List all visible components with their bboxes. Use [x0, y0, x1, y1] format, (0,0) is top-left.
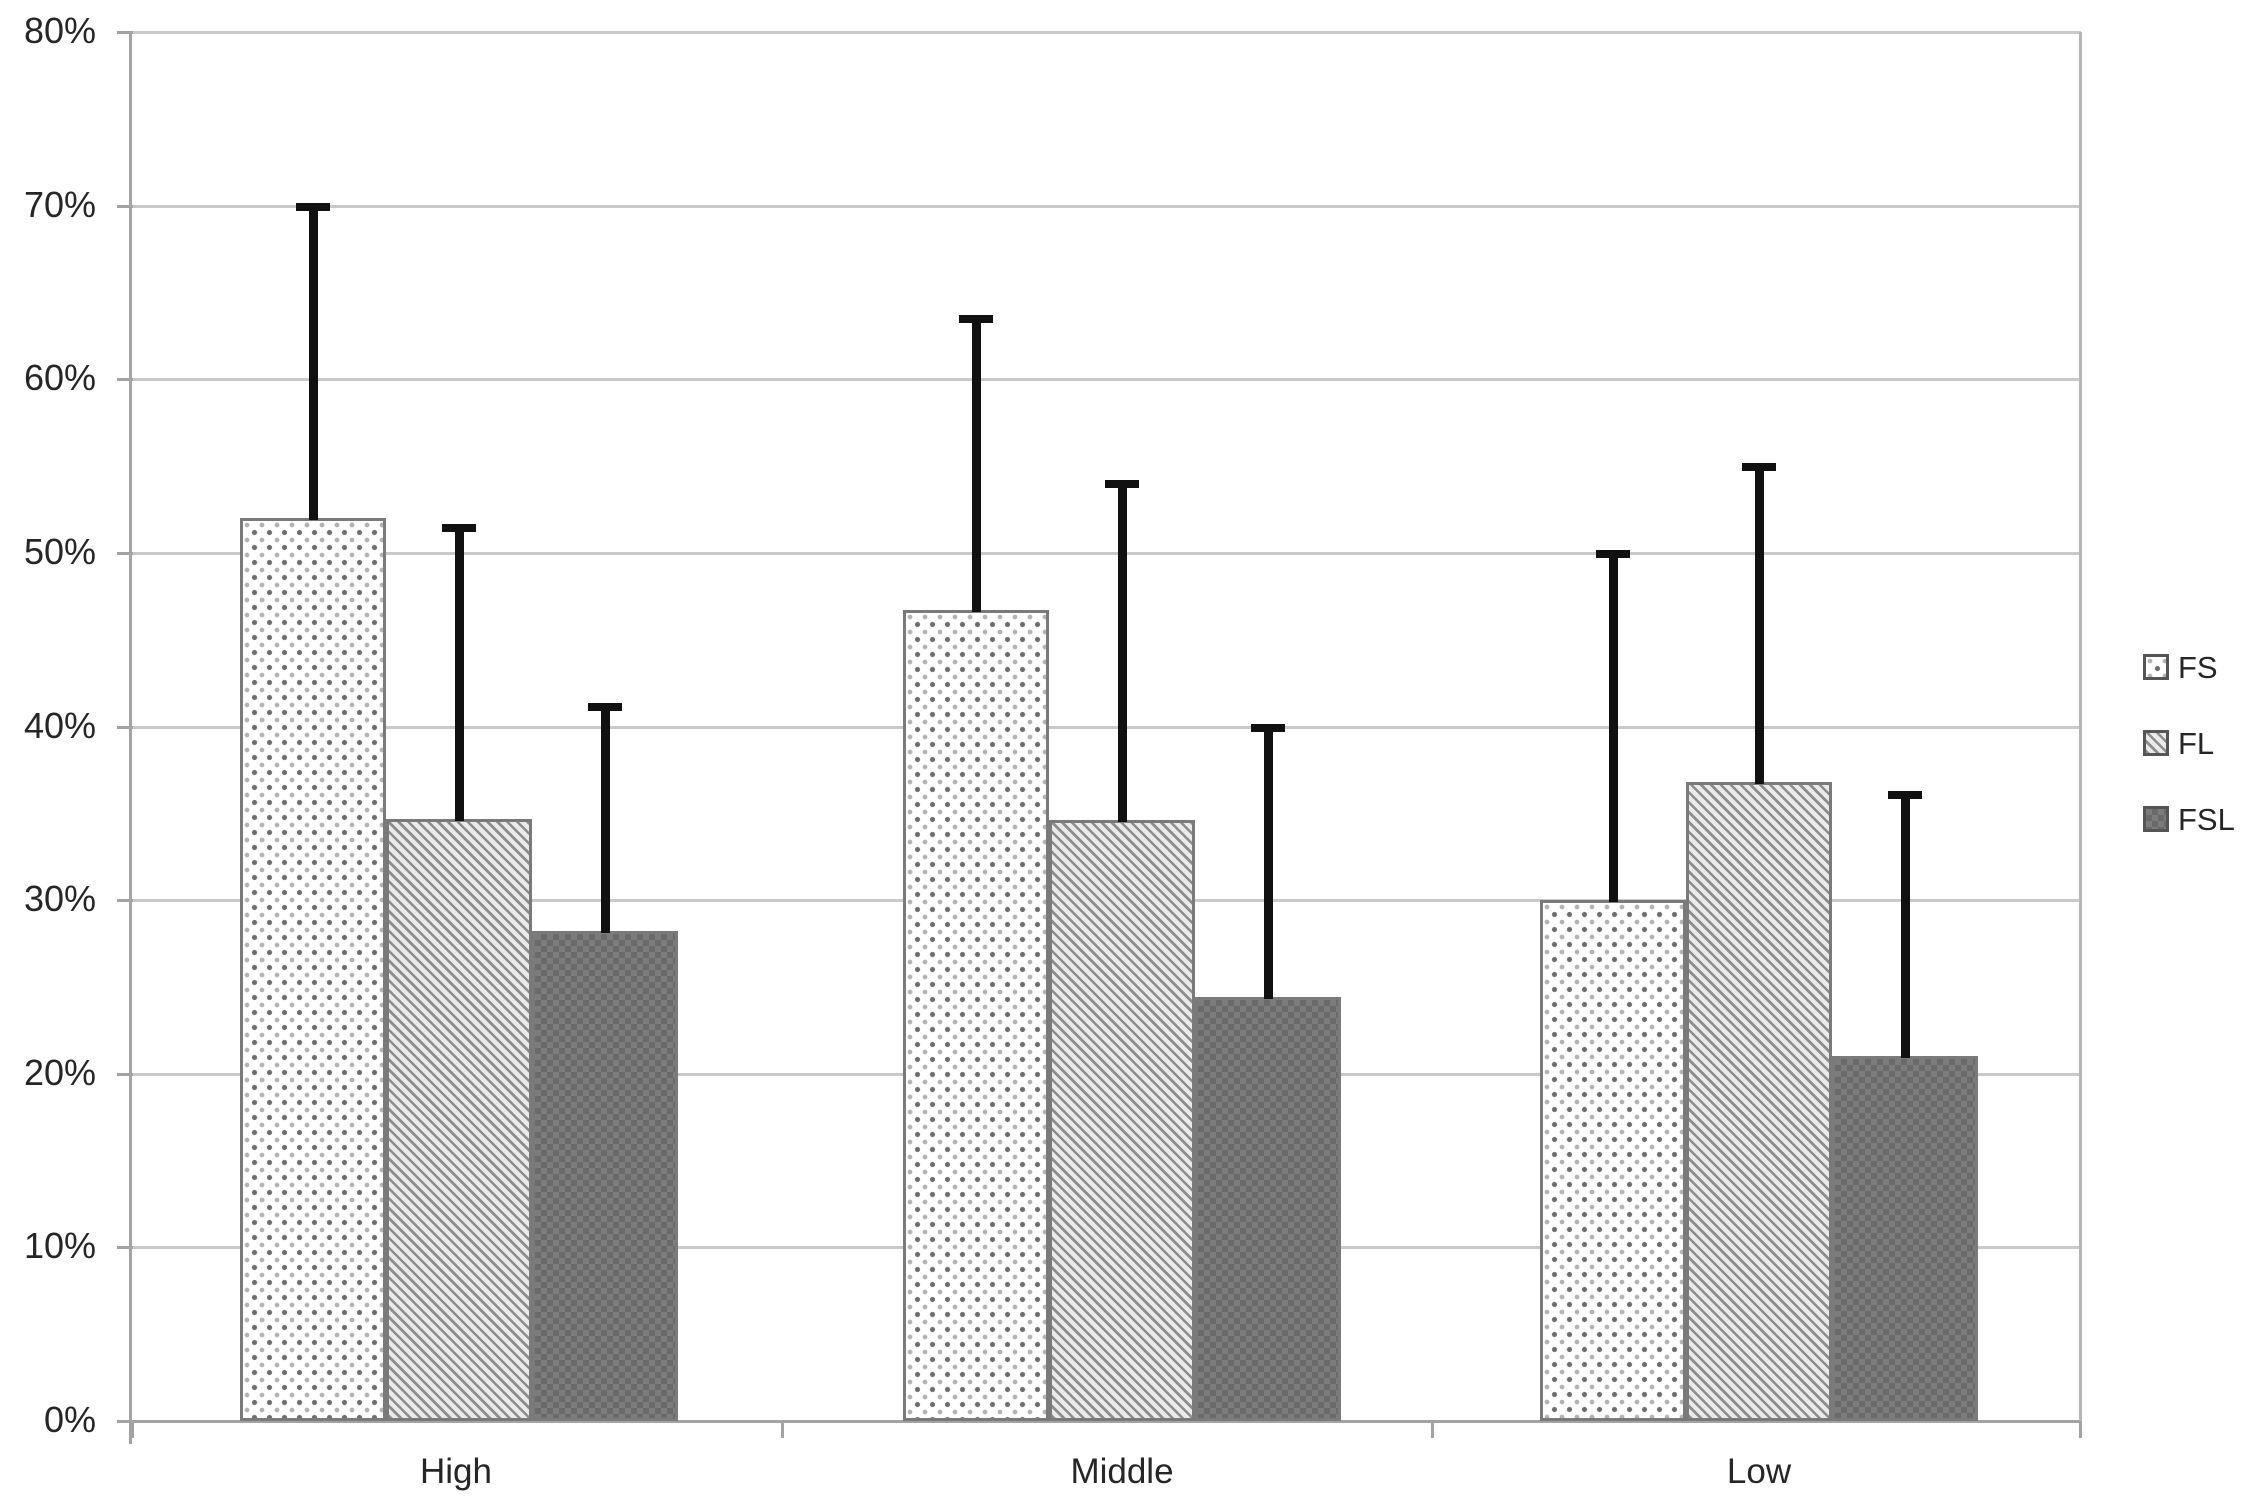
x-axis-tick: [781, 1421, 784, 1438]
gridline-80pct: [131, 31, 2081, 34]
y-axis-label-80pct: 80%: [23, 10, 96, 51]
error-bar-fs-high: [308, 205, 318, 521]
error-bar-fs-low: [1608, 552, 1618, 903]
bar-fsl-middle: [1195, 997, 1341, 1421]
legend: FS FL FSL: [2143, 652, 2235, 880]
y-axis-label-10pct: 10%: [23, 1225, 96, 1267]
bar-fl-low: [1686, 782, 1832, 1421]
y-axis-label-50pct: 50%: [23, 530, 96, 572]
error-bar-cap-fsl-high: [588, 702, 622, 711]
y-axis-label-70pct: 70%: [23, 183, 96, 225]
error-bar-fs-middle: [971, 318, 981, 613]
legend-label-fs: FS: [2178, 649, 2218, 685]
y-axis-tick: [117, 31, 133, 34]
error-bar-cap-fs-low: [1596, 549, 1630, 558]
plot-area: [131, 31, 2081, 1423]
y-axis-tick: [117, 725, 133, 729]
legend-label-fsl: FSL: [2178, 801, 2235, 837]
plot-right-border: [2079, 32, 2082, 1436]
legend-label-fl: FL: [2178, 725, 2215, 761]
error-bar-cap-fsl-low: [1888, 791, 1922, 800]
y-axis-tick: [117, 899, 133, 903]
legend-swatch-fl-hatched-icon: [2143, 730, 2169, 756]
gridline-0pct: [131, 1420, 2081, 1423]
bar-fs-middle: [903, 610, 1049, 1421]
error-bar-fl-high: [454, 526, 464, 821]
error-bar-fl-low: [1754, 466, 1764, 785]
y-axis-line: [129, 32, 132, 1444]
bar-fl-middle: [1049, 820, 1195, 1421]
y-axis-label-30pct: 30%: [23, 878, 96, 920]
bar-fs-low: [1540, 900, 1686, 1421]
legend-swatch-fs-dotted-icon: [2143, 654, 2169, 680]
error-bar-cap-fsl-middle: [1251, 723, 1285, 732]
y-axis-label-0pct: 0%: [43, 1399, 96, 1440]
y-axis-tick: [117, 551, 133, 555]
error-bar-cap-fs-middle: [959, 315, 993, 324]
y-axis-label-40pct: 40%: [23, 704, 96, 746]
legend-entry-fsl: FSL: [2143, 801, 2235, 837]
bar-fsl-low: [1832, 1056, 1978, 1421]
y-axis-tick: [117, 204, 133, 208]
gridline-60pct: [131, 378, 2081, 382]
error-bar-cap-fl-middle: [1105, 480, 1139, 489]
x-axis-label-high: High: [420, 1452, 492, 1491]
legend-swatch-fsl-checker-icon: [2143, 806, 2169, 832]
legend-entry-fs: FS: [2143, 649, 2235, 685]
error-bar-fsl-low: [1900, 794, 1910, 1059]
x-axis-label-low: Low: [1726, 1452, 1792, 1491]
y-axis-tick: [117, 1420, 133, 1423]
x-axis-tick: [1431, 1421, 1434, 1438]
y-axis-tick: [117, 1072, 133, 1076]
legend-entry-fl: FL: [2143, 725, 2235, 761]
error-bar-fsl-high: [600, 705, 610, 934]
bar-fs-high: [240, 518, 386, 1421]
bar-fsl-high: [532, 931, 678, 1421]
x-axis-tick: [2079, 1421, 2082, 1438]
error-bar-cap-fs-high: [296, 202, 330, 211]
y-axis-label-60pct: 60%: [23, 357, 96, 399]
gridline-70pct: [131, 204, 2081, 208]
gridline-40pct: [131, 725, 2081, 729]
bar-fl-high: [386, 818, 532, 1421]
y-axis-tick: [117, 378, 133, 382]
error-bar-fsl-middle: [1263, 726, 1273, 1000]
y-axis-label-20pct: 20%: [23, 1051, 96, 1093]
x-axis-tick: [131, 1421, 134, 1438]
error-bar-fl-middle: [1117, 483, 1127, 823]
x-axis-label-middle: Middle: [1070, 1452, 1174, 1491]
y-axis-tick: [117, 1246, 133, 1250]
gridline-50pct: [131, 551, 2081, 555]
error-bar-cap-fl-low: [1742, 463, 1776, 472]
error-bar-cap-fl-high: [442, 523, 476, 532]
